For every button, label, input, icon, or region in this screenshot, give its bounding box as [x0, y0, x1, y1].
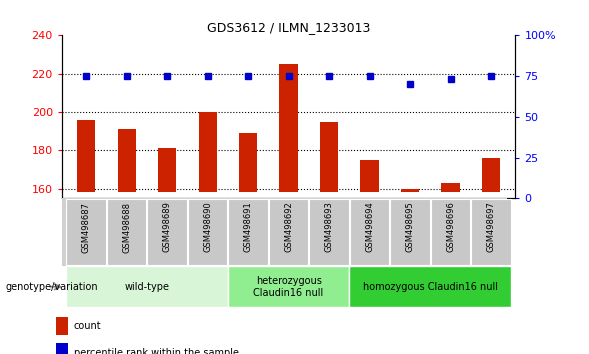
Bar	[391, 199, 430, 265]
Bar	[471, 199, 511, 265]
Bar	[118, 129, 135, 193]
Text: GSM498695: GSM498695	[406, 202, 415, 252]
Bar	[360, 160, 379, 193]
Bar	[77, 120, 95, 193]
Bar	[188, 199, 227, 265]
Text: GSM498687: GSM498687	[82, 202, 91, 253]
Text: heterozygous
Claudin16 null: heterozygous Claudin16 null	[253, 276, 324, 298]
Text: GSM498691: GSM498691	[244, 202, 253, 252]
Bar	[107, 199, 147, 265]
Bar	[280, 64, 297, 193]
Text: GSM498694: GSM498694	[365, 202, 374, 252]
Bar	[309, 199, 349, 265]
Text: genotype/variation: genotype/variation	[6, 282, 98, 292]
Bar	[56, 343, 68, 354]
Text: GSM498692: GSM498692	[284, 202, 293, 252]
Bar	[349, 266, 511, 307]
Text: GSM498689: GSM498689	[163, 202, 171, 252]
Text: GSM498697: GSM498697	[487, 202, 495, 252]
Bar	[401, 189, 419, 193]
Bar	[350, 199, 389, 265]
Text: GSM498690: GSM498690	[203, 202, 212, 252]
Text: GSM498696: GSM498696	[446, 202, 455, 252]
Bar	[482, 158, 500, 193]
Title: GDS3612 / ILMN_1233013: GDS3612 / ILMN_1233013	[207, 21, 370, 34]
Text: GSM498693: GSM498693	[325, 202, 333, 252]
Bar	[147, 199, 187, 265]
Bar	[56, 317, 68, 336]
Bar	[442, 183, 459, 193]
Bar	[67, 199, 106, 265]
Bar	[66, 266, 228, 307]
Text: GSM498688: GSM498688	[122, 202, 131, 253]
Bar	[158, 148, 176, 193]
Bar	[228, 266, 349, 307]
Bar	[269, 199, 309, 265]
Bar	[431, 199, 471, 265]
Bar	[229, 199, 268, 265]
Bar	[198, 112, 217, 193]
Text: homozygous Claudin16 null: homozygous Claudin16 null	[363, 282, 498, 292]
Text: count: count	[74, 321, 101, 331]
Text: percentile rank within the sample: percentile rank within the sample	[74, 348, 239, 354]
Bar	[320, 122, 338, 193]
Text: wild-type: wild-type	[124, 282, 170, 292]
Bar	[239, 133, 257, 193]
